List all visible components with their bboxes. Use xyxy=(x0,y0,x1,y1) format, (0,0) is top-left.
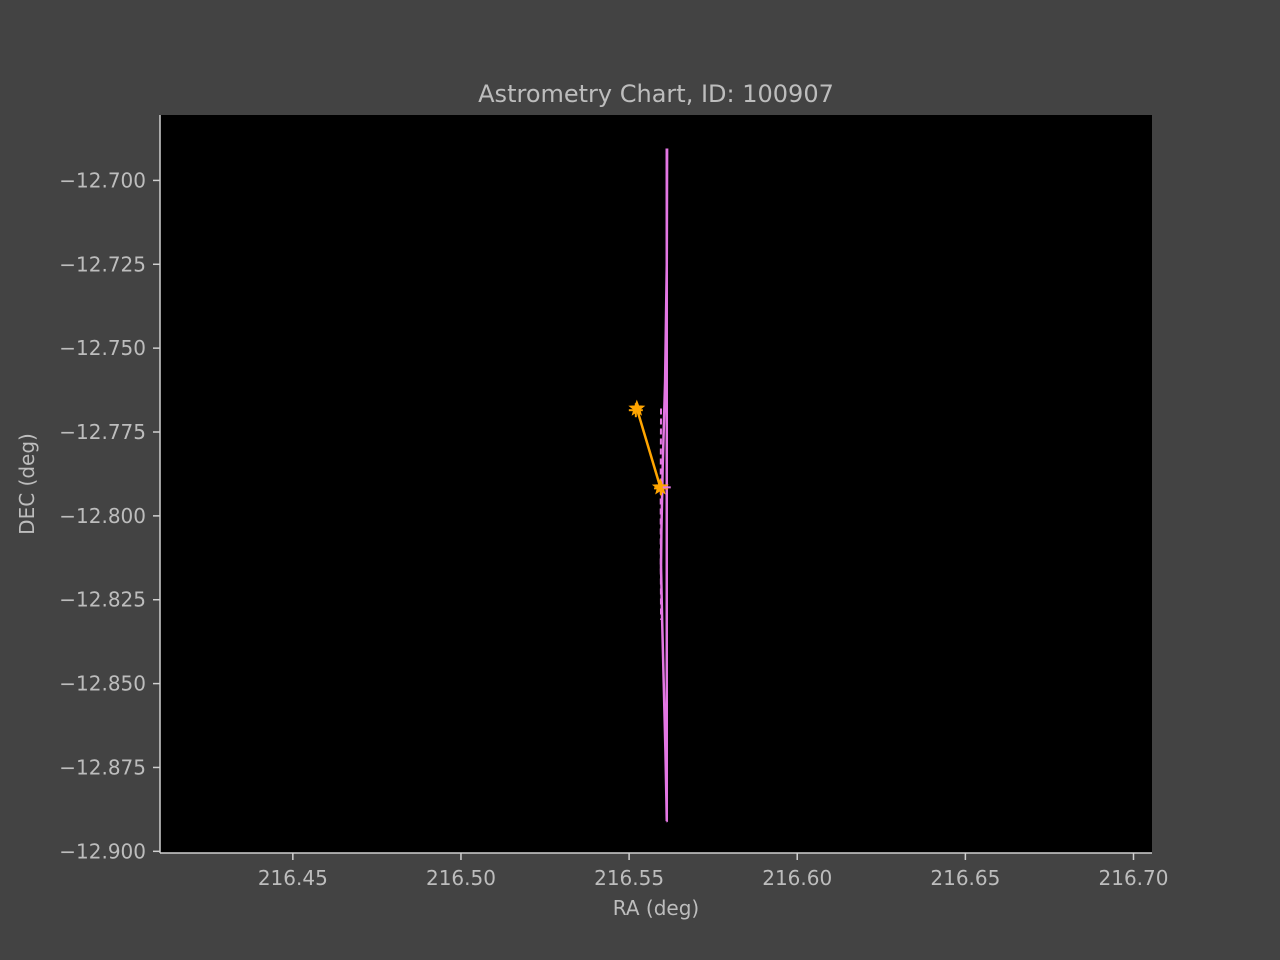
marker-layer xyxy=(628,403,671,496)
y-tick-label: −12.850 xyxy=(59,672,146,696)
series-line-3 xyxy=(635,408,662,488)
x-tick-label: 216.50 xyxy=(426,866,496,890)
x-tick-label: 216.60 xyxy=(762,866,832,890)
series-layer xyxy=(628,148,669,823)
chart-title: Astrometry Chart, ID: 100907 xyxy=(478,80,834,108)
y-tick-label: −12.700 xyxy=(59,168,146,192)
y-tick-label: −12.750 xyxy=(59,336,146,360)
y-tick-label: −12.725 xyxy=(59,252,146,276)
y-axis-title: DEC (deg) xyxy=(15,433,39,535)
star-marker xyxy=(628,399,646,416)
x-tick-label: 216.65 xyxy=(930,866,1000,890)
x-axis-title: RA (deg) xyxy=(613,896,699,920)
x-tick-label: 216.55 xyxy=(594,866,664,890)
x-tick-label: 216.45 xyxy=(258,866,328,890)
x-axis-ticks: 216.45 216.50 216.55 216.60 216.65 216.70 xyxy=(258,853,1169,890)
plot-area xyxy=(160,115,1152,853)
y-tick-label: −12.825 xyxy=(59,588,146,612)
y-tick-label: −12.775 xyxy=(59,420,146,444)
y-tick-label: −12.900 xyxy=(59,839,146,863)
y-tick-label: −12.875 xyxy=(59,755,146,779)
y-axis-ticks: −12.700 −12.725 −12.750 −12.775 −12.800 −12.8… xyxy=(59,168,160,863)
x-tick-label: 216.70 xyxy=(1099,866,1169,890)
y-tick-label: −12.800 xyxy=(59,504,146,528)
